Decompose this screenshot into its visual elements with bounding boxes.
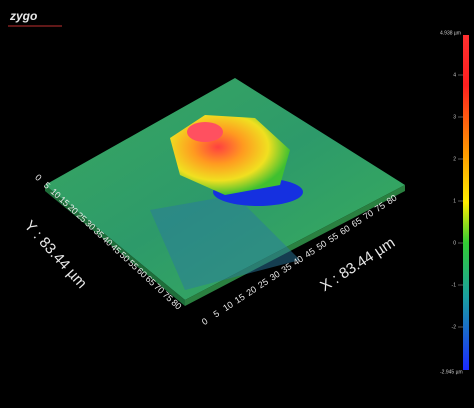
x-tick-label: 35 bbox=[280, 261, 294, 275]
x-tick-label: 20 bbox=[244, 284, 258, 298]
y-tick-label: 0 bbox=[33, 172, 43, 183]
colorbar-tick-label: 2 bbox=[453, 156, 456, 162]
x-axis-label: X : 83.44 µm bbox=[317, 234, 398, 295]
y-tick-label: 30 bbox=[83, 218, 97, 232]
y-tick-label: 55 bbox=[126, 258, 140, 272]
x-tick-label: 25 bbox=[256, 276, 270, 290]
colorbar-tick-label: -2 bbox=[452, 324, 457, 330]
x-tick-label: 15 bbox=[233, 292, 247, 306]
x-tick-label: 70 bbox=[361, 208, 375, 222]
y-tick-label: 65 bbox=[143, 274, 157, 288]
y-tick-label: 5 bbox=[42, 180, 52, 191]
y-tick-label: 20 bbox=[66, 202, 80, 216]
colorbar-min: -2.945 µm bbox=[440, 369, 463, 375]
y-tick-label: 60 bbox=[135, 266, 149, 280]
x-tick-label: 5 bbox=[212, 308, 222, 319]
colorbar-tick-label: -1 bbox=[452, 282, 457, 288]
y-tick-label: 25 bbox=[74, 210, 88, 224]
x-tick-label: 0 bbox=[200, 316, 210, 327]
y-tick-label: 15 bbox=[57, 194, 71, 208]
y-axis-label: Y : 83.44 µm bbox=[21, 217, 91, 292]
plane-edge bbox=[45, 185, 185, 306]
y-tick-label: 40 bbox=[100, 234, 114, 248]
plane-edge bbox=[185, 185, 405, 306]
x-tick-label: 30 bbox=[268, 269, 282, 283]
x-tick-label: 10 bbox=[221, 299, 235, 313]
x-tick-label: 45 bbox=[303, 246, 317, 260]
colorbar bbox=[463, 35, 469, 370]
x-tick-label: 40 bbox=[291, 254, 305, 268]
y-tick-label: 70 bbox=[152, 282, 166, 296]
x-tick-label: 50 bbox=[315, 238, 329, 252]
colorbar-tick-label: 1 bbox=[453, 198, 456, 204]
x-tick-label: 55 bbox=[326, 231, 340, 245]
colorbar-max: 4.938 µm bbox=[440, 30, 461, 36]
colorbar-tick-label: 3 bbox=[453, 114, 456, 120]
y-tick-label: 80 bbox=[169, 297, 183, 311]
colorbar-tick-label: 4 bbox=[453, 72, 456, 78]
x-tick-label: 80 bbox=[385, 193, 399, 207]
colorbar-tick-label: 0 bbox=[453, 240, 456, 246]
y-tick-label: 50 bbox=[118, 250, 132, 264]
x-tick-label: 65 bbox=[350, 215, 364, 229]
x-tick-label: 60 bbox=[338, 223, 352, 237]
y-tick-label: 45 bbox=[109, 242, 123, 256]
peak bbox=[187, 122, 223, 142]
y-tick-label: 75 bbox=[161, 290, 175, 304]
y-tick-label: 10 bbox=[49, 186, 63, 200]
y-tick-label: 35 bbox=[92, 226, 106, 240]
x-tick-label: 75 bbox=[373, 200, 387, 214]
valley bbox=[150, 195, 300, 290]
logo: zygo bbox=[9, 9, 37, 23]
